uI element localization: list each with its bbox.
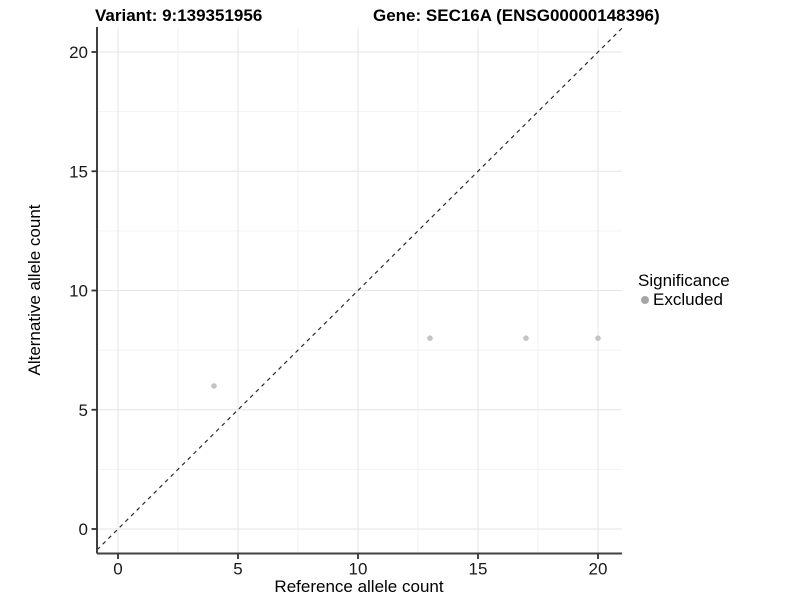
y-tick-label: 0 [79,520,88,539]
legend: Significance Excluded [638,271,730,309]
y-tick-label: 15 [69,162,88,181]
legend-item-excluded: Excluded [641,291,730,309]
plot-title-variant: Variant: 9:139351956 [95,6,263,25]
scatter-point [523,335,529,342]
x-tick-label: 5 [233,560,242,579]
x-axis-title: Reference allele count [274,577,444,596]
legend-item-label: Excluded [653,290,723,309]
y-axis-title: Alternative allele count [25,204,44,376]
x-tick-label: 0 [113,560,122,579]
scatter-point [427,335,433,342]
legend-title: Significance [638,271,730,290]
y-tick-label: 5 [79,401,88,420]
identity-dashed-line [96,27,623,551]
x-tick-label: 20 [589,560,608,579]
y-tick-label: 10 [69,282,88,301]
legend-point-icon [641,296,649,304]
y-tick-label: 20 [69,43,88,62]
scatter-point [211,383,217,389]
x-tick-label: 15 [469,560,488,579]
plot-title-gene: Gene: SEC16A (ENSG00000148396) [373,6,660,25]
scatter-point [595,335,601,342]
x-tick-label: 10 [349,560,368,579]
